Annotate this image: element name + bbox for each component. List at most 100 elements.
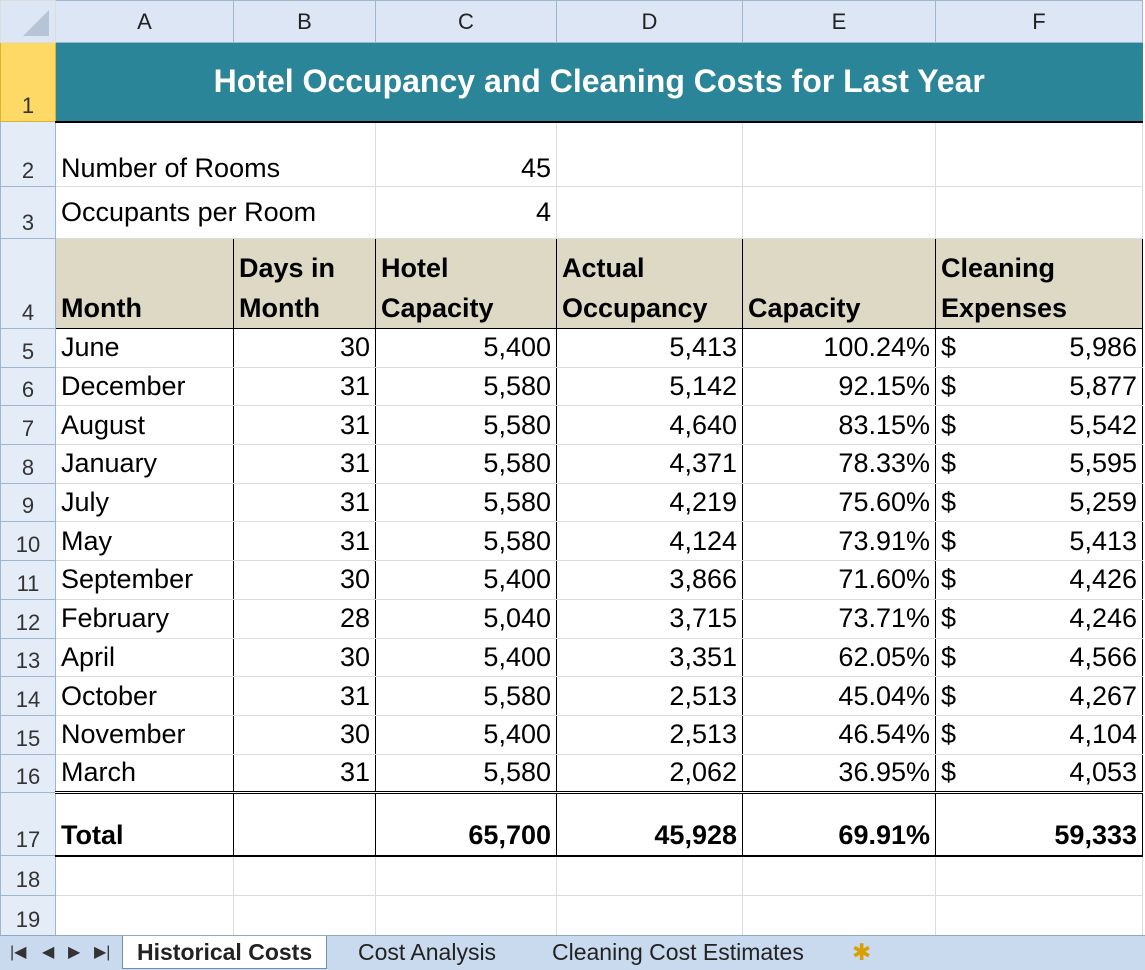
row-header[interactable]: 14 <box>0 676 56 716</box>
cell[interactable] <box>233 855 376 897</box>
days-cell[interactable]: 31 <box>233 753 376 794</box>
actual-occupancy-cell[interactable]: 2,513 <box>556 676 743 716</box>
cleaning-expense-cell[interactable]: $5,413 <box>935 521 1143 562</box>
row-header[interactable]: 8 <box>0 444 56 484</box>
cell[interactable] <box>556 121 743 187</box>
row-header[interactable]: 6 <box>0 366 56 407</box>
last-sheet-icon[interactable]: ▶| <box>94 944 111 961</box>
days-cell[interactable]: 31 <box>233 676 376 716</box>
cleaning-expense-cell[interactable]: $4,426 <box>935 560 1143 600</box>
cell[interactable] <box>556 186 743 239</box>
days-cell[interactable]: 31 <box>233 366 376 407</box>
cell[interactable] <box>55 895 234 937</box>
row-header[interactable]: 19 <box>0 895 56 937</box>
column-header-c[interactable]: C <box>375 0 557 43</box>
actual-occupancy-cell[interactable]: 5,413 <box>556 328 743 368</box>
capacity-percent-cell[interactable]: 100.24% <box>742 328 936 368</box>
days-cell[interactable]: 30 <box>233 714 376 755</box>
cell[interactable] <box>375 855 557 897</box>
actual-occupancy-cell[interactable]: 2,513 <box>556 714 743 755</box>
hotel-capacity-cell[interactable]: 5,040 <box>375 598 557 639</box>
row-header[interactable]: 12 <box>0 598 56 639</box>
tab-cost-analysis[interactable]: Cost Analysis <box>358 939 497 965</box>
column-header-a[interactable]: A <box>55 0 234 43</box>
actual-occupancy-cell[interactable]: 4,371 <box>556 444 743 484</box>
cell[interactable] <box>935 121 1143 187</box>
hotel-capacity-cell[interactable]: 5,400 <box>375 560 557 600</box>
param-label-rooms[interactable]: Number of Rooms <box>55 121 376 187</box>
header-cleaning-expenses[interactable]: Cleaning Expenses <box>935 238 1143 329</box>
cell[interactable] <box>556 895 743 937</box>
actual-occupancy-cell[interactable]: 4,640 <box>556 405 743 446</box>
actual-occupancy-cell[interactable]: 4,219 <box>556 482 743 523</box>
first-sheet-icon[interactable]: |◀ <box>10 944 27 961</box>
cell[interactable] <box>742 895 936 937</box>
prev-sheet-icon[interactable]: ◀ <box>42 944 55 961</box>
month-cell[interactable]: August <box>55 405 234 446</box>
cell[interactable] <box>233 895 376 937</box>
row-header[interactable]: 4 <box>0 238 56 329</box>
param-value-occupants[interactable]: 4 <box>375 186 557 239</box>
cleaning-expense-cell[interactable]: $4,246 <box>935 598 1143 639</box>
total-capacity-percent[interactable]: 69.91% <box>742 791 936 857</box>
row-header[interactable]: 16 <box>0 753 56 794</box>
column-header-f[interactable]: F <box>935 0 1143 43</box>
row-header[interactable]: 7 <box>0 405 56 446</box>
header-days[interactable]: Days in Month <box>233 238 376 329</box>
month-cell[interactable]: September <box>55 560 234 600</box>
cleaning-expense-cell[interactable]: $4,104 <box>935 714 1143 755</box>
capacity-percent-cell[interactable]: 92.15% <box>742 366 936 407</box>
header-capacity[interactable]: Capacity <box>742 238 936 329</box>
month-cell[interactable]: June <box>55 328 234 368</box>
actual-occupancy-cell[interactable]: 2,062 <box>556 753 743 794</box>
total-actual-occupancy[interactable]: 45,928 <box>556 791 743 857</box>
month-cell[interactable]: July <box>55 482 234 523</box>
sheet-title[interactable]: Hotel Occupancy and Cleaning Costs for L… <box>55 42 1143 123</box>
row-header[interactable]: 1 <box>0 42 56 122</box>
column-header-e[interactable]: E <box>742 0 936 43</box>
total-cleaning-expenses[interactable]: 59,333 <box>935 791 1143 857</box>
cell[interactable] <box>375 895 557 937</box>
days-cell[interactable]: 28 <box>233 598 376 639</box>
actual-occupancy-cell[interactable]: 5,142 <box>556 366 743 407</box>
actual-occupancy-cell[interactable]: 3,866 <box>556 560 743 600</box>
hotel-capacity-cell[interactable]: 5,400 <box>375 328 557 368</box>
actual-occupancy-cell[interactable]: 3,715 <box>556 598 743 639</box>
row-header[interactable]: 11 <box>0 560 56 600</box>
cleaning-expense-cell[interactable]: $5,986 <box>935 328 1143 368</box>
hotel-capacity-cell[interactable]: 5,580 <box>375 444 557 484</box>
select-all-button[interactable] <box>0 0 56 43</box>
worksheet-grid[interactable]: A B C D E F 1 Hotel Occupancy and Cleani… <box>0 0 1143 937</box>
cleaning-expense-cell[interactable]: $5,542 <box>935 405 1143 446</box>
capacity-percent-cell[interactable]: 73.91% <box>742 521 936 562</box>
month-cell[interactable]: February <box>55 598 234 639</box>
hotel-capacity-cell[interactable]: 5,580 <box>375 405 557 446</box>
total-hotel-capacity[interactable]: 65,700 <box>375 791 557 857</box>
column-header-d[interactable]: D <box>556 0 743 43</box>
month-cell[interactable]: March <box>55 753 234 794</box>
days-cell[interactable]: 30 <box>233 637 376 678</box>
month-cell[interactable]: May <box>55 521 234 562</box>
cell[interactable] <box>742 121 936 187</box>
month-cell[interactable]: December <box>55 366 234 407</box>
hotel-capacity-cell[interactable]: 5,580 <box>375 753 557 794</box>
cleaning-expense-cell[interactable]: $4,566 <box>935 637 1143 678</box>
cell[interactable] <box>935 855 1143 897</box>
row-header[interactable]: 3 <box>0 186 56 239</box>
capacity-percent-cell[interactable]: 83.15% <box>742 405 936 446</box>
total-days-cell[interactable] <box>233 791 376 857</box>
row-header[interactable]: 18 <box>0 855 56 897</box>
header-month[interactable]: Month <box>55 238 234 329</box>
capacity-percent-cell[interactable]: 75.60% <box>742 482 936 523</box>
hotel-capacity-cell[interactable]: 5,580 <box>375 676 557 716</box>
days-cell[interactable]: 31 <box>233 444 376 484</box>
cell[interactable] <box>742 855 936 897</box>
total-label[interactable]: Total <box>55 791 234 857</box>
days-cell[interactable]: 30 <box>233 560 376 600</box>
hotel-capacity-cell[interactable]: 5,580 <box>375 366 557 407</box>
month-cell[interactable]: November <box>55 714 234 755</box>
cell[interactable] <box>935 895 1143 937</box>
capacity-percent-cell[interactable]: 73.71% <box>742 598 936 639</box>
header-hotel-capacity[interactable]: Hotel Capacity <box>375 238 557 329</box>
row-header[interactable]: 5 <box>0 328 56 368</box>
